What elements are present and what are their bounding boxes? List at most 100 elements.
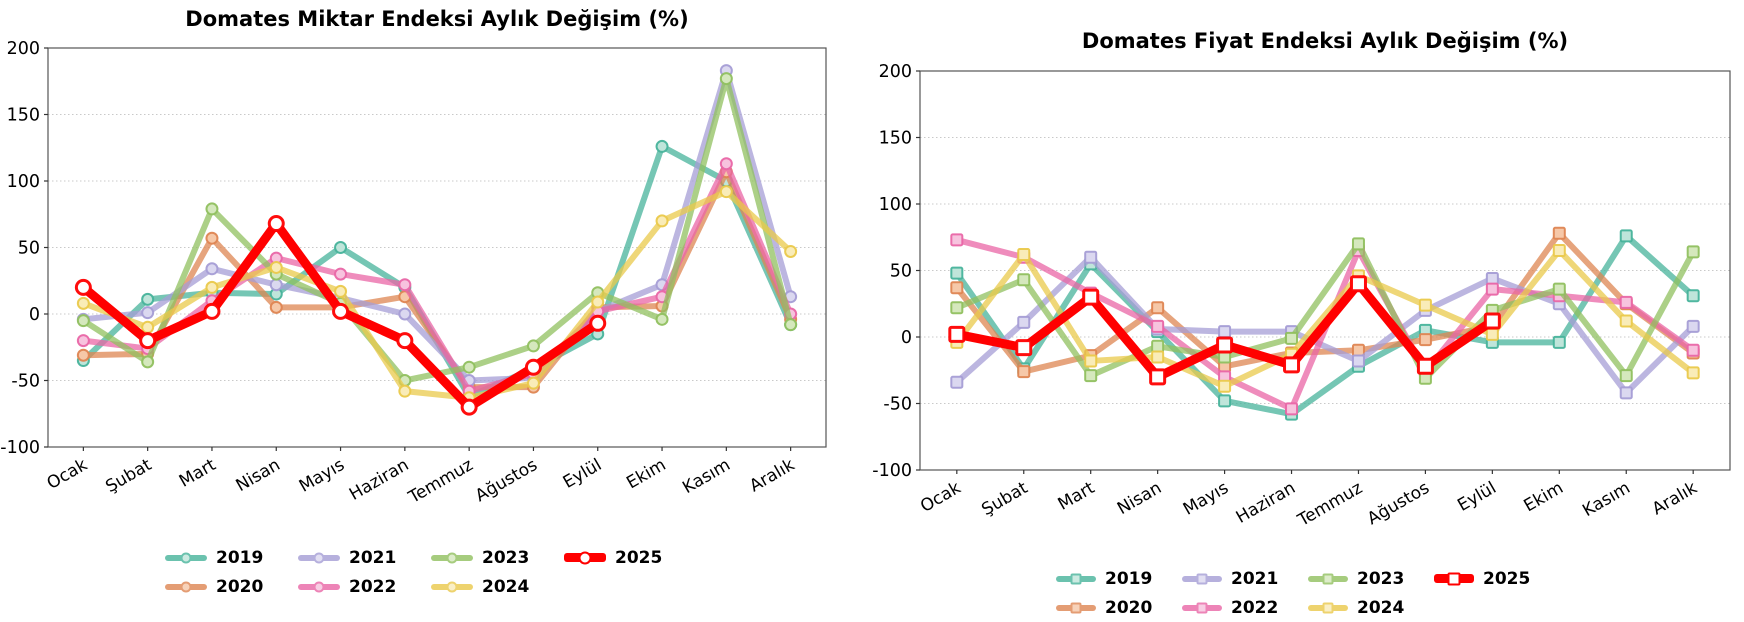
series-2024-marker xyxy=(1552,244,1566,258)
legend-marker-2024 xyxy=(446,581,458,592)
series-2019-marker xyxy=(334,241,348,254)
legend-swatch-2024 xyxy=(1308,602,1348,613)
series-2020-marker xyxy=(1351,343,1365,357)
legend-label-2023: 2023 xyxy=(1357,568,1405,589)
series-2024-marker xyxy=(76,296,90,310)
series-2023-marker xyxy=(1351,237,1365,251)
legend-item-2021: 2021 xyxy=(1182,564,1308,593)
y-tick-label: 200 xyxy=(7,39,40,59)
series-2023-line xyxy=(953,240,1697,382)
series-2025-marker xyxy=(1149,368,1167,386)
series-2025-marker xyxy=(74,278,92,296)
series-2025 xyxy=(948,275,1501,386)
fiyat-chart-title: Domates Fiyat Endeksi Aylık Değişim (%) xyxy=(1081,29,1569,53)
series-2023-marker xyxy=(76,314,90,328)
series-2019-marker xyxy=(1619,229,1633,243)
series-2019-marker xyxy=(1218,394,1232,408)
series-2020-marker xyxy=(1418,333,1432,347)
series-2025-marker xyxy=(589,314,607,332)
series-2020-marker xyxy=(269,300,283,314)
series-2024-marker xyxy=(334,284,348,298)
series-2022-marker xyxy=(719,157,733,171)
legend-swatch-2025 xyxy=(1434,572,1474,585)
series-2023-marker xyxy=(1017,273,1031,287)
series-2024-marker xyxy=(526,376,540,390)
series-2022-marker xyxy=(398,278,412,292)
legend-marker-2024 xyxy=(1322,602,1334,613)
series-2024-marker xyxy=(1418,298,1432,312)
series-2020-marker xyxy=(205,231,219,245)
series-2024-marker xyxy=(655,214,669,228)
legend-item-2025: 2025 xyxy=(564,543,697,572)
legend-label-2022: 2022 xyxy=(349,576,397,597)
miktar-chart-title: Domates Miktar Endeksi Aylık Değişim (%) xyxy=(185,7,689,31)
series-2024-marker xyxy=(1151,350,1165,364)
legend-marker-2021 xyxy=(313,552,325,563)
series-2020-marker xyxy=(950,281,964,295)
y-tick-label: 0 xyxy=(29,305,40,325)
series-2023-marker xyxy=(526,339,540,353)
legend-item-2025: 2025 xyxy=(1434,564,1560,593)
series-2022-marker xyxy=(76,334,90,348)
series-2025-marker xyxy=(948,325,966,343)
legend-row: 2020 2022 2024 xyxy=(165,572,697,601)
series-2025-marker xyxy=(1082,288,1100,306)
x-tick-label: Eylül xyxy=(1454,478,1500,516)
legend-marker-2025 xyxy=(1447,572,1461,585)
legend-swatch-2022 xyxy=(298,581,340,592)
y-tick-label: 200 xyxy=(879,62,912,82)
series-2023-marker xyxy=(950,301,964,315)
series-2023 xyxy=(950,237,1700,385)
series-2023-marker xyxy=(462,360,476,374)
x-tick-label: Aralık xyxy=(1649,478,1701,520)
legend-item-2019: 2019 xyxy=(1056,564,1182,593)
y-tick-label: -50 xyxy=(883,395,912,415)
y-tick-label: 50 xyxy=(18,239,40,259)
series-2024-marker xyxy=(719,185,733,199)
series-2022-marker xyxy=(1285,402,1299,416)
series-2023-marker xyxy=(141,355,155,369)
series-2021-line xyxy=(953,254,1697,396)
legend-label-2025: 2025 xyxy=(615,547,663,568)
legend-item-2019: 2019 xyxy=(165,543,298,572)
series-2023-marker xyxy=(1552,282,1566,296)
series-2021-marker xyxy=(205,262,219,276)
series-2025-marker xyxy=(1349,275,1367,293)
series-2023-marker xyxy=(784,318,798,332)
series-2020-marker xyxy=(1552,226,1566,240)
y-tick-label: 150 xyxy=(879,129,912,149)
series-2023-marker xyxy=(1619,369,1633,383)
legend-swatch-2022 xyxy=(1182,602,1222,613)
legend-swatch-2023 xyxy=(1308,573,1348,584)
series-2020-marker xyxy=(1151,301,1165,315)
series-2024-marker xyxy=(1686,366,1700,380)
series-2025-marker xyxy=(1015,339,1033,357)
legend-swatch-2021 xyxy=(298,552,340,563)
series-2022-marker xyxy=(1151,319,1165,333)
series-2023-marker xyxy=(1686,245,1700,259)
series-2024-line xyxy=(80,188,794,401)
series-2024-marker xyxy=(1485,327,1499,341)
legend-label-2023: 2023 xyxy=(482,547,530,568)
series-2022-marker xyxy=(1485,282,1499,296)
series-2022-marker xyxy=(950,233,964,247)
x-tick-label: Mart xyxy=(1055,478,1099,515)
series-2025-marker xyxy=(460,398,478,416)
series-2021-marker xyxy=(1485,271,1499,285)
series-2021-line xyxy=(80,67,794,384)
y-tick-label: -100 xyxy=(0,438,40,458)
legend-marker-2022 xyxy=(313,581,325,592)
series-2025-marker xyxy=(332,302,350,320)
legend-marker-2025 xyxy=(578,551,592,564)
legend-label-2020: 2020 xyxy=(216,576,264,597)
series-2025-marker xyxy=(1216,336,1234,354)
series-2025-marker xyxy=(1416,357,1434,375)
series-2024-marker xyxy=(1218,379,1232,393)
series-2024-marker xyxy=(205,280,219,294)
legend-label-2019: 2019 xyxy=(1105,568,1153,589)
series-2021-marker xyxy=(950,375,964,389)
series-2019-line xyxy=(953,232,1697,418)
x-tick-label: Haziran xyxy=(1233,478,1299,528)
